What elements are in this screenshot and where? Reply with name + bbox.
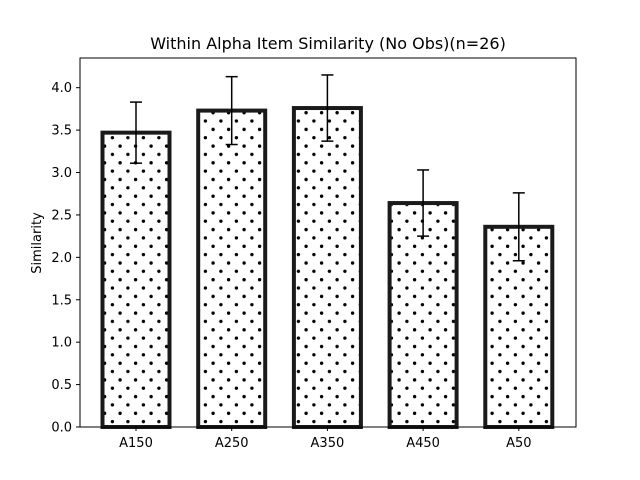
error-bar-a350 bbox=[321, 74, 334, 142]
y-axis: 0.0 0.5 1.0 1.5 2.0 2.5 3.0 3.5 4.0 bbox=[51, 81, 80, 436]
error-bar-a450 bbox=[417, 169, 430, 237]
error-bars-group bbox=[130, 74, 525, 262]
plot-frame bbox=[79, 57, 577, 428]
error-bar-a50 bbox=[512, 192, 525, 262]
x-tick-label: A50 bbox=[506, 436, 531, 451]
y-tick-label: 0.5 bbox=[51, 378, 72, 393]
x-tick-label: A350 bbox=[311, 436, 345, 451]
x-axis: A150 A250 A350 A450 A50 bbox=[119, 427, 532, 451]
y-axis-label: Similarity bbox=[30, 212, 45, 274]
error-bar-a150 bbox=[130, 101, 142, 164]
chart-title: Within Alpha Item Similarity (No Obs)(n=… bbox=[150, 34, 506, 53]
error-bar-a250 bbox=[225, 75, 238, 146]
y-tick-label: 2.0 bbox=[51, 251, 72, 266]
y-tick-label: 3.5 bbox=[51, 124, 72, 139]
y-tick-label: 3.0 bbox=[51, 166, 72, 181]
y-tick-label: 1.5 bbox=[51, 293, 72, 308]
bars-group bbox=[100, 106, 555, 429]
bar-a350 bbox=[291, 106, 363, 429]
bar-a250 bbox=[196, 108, 268, 429]
y-tick-label: 4.0 bbox=[51, 81, 72, 96]
bar-a150 bbox=[100, 130, 172, 429]
y-tick-label: 2.5 bbox=[51, 208, 72, 223]
x-tick-label: A150 bbox=[119, 436, 153, 451]
x-tick-label: A250 bbox=[215, 436, 249, 451]
y-tick-label: 0.0 bbox=[51, 421, 72, 436]
x-tick-label: A450 bbox=[406, 436, 440, 451]
y-tick-label: 1.0 bbox=[51, 336, 72, 351]
